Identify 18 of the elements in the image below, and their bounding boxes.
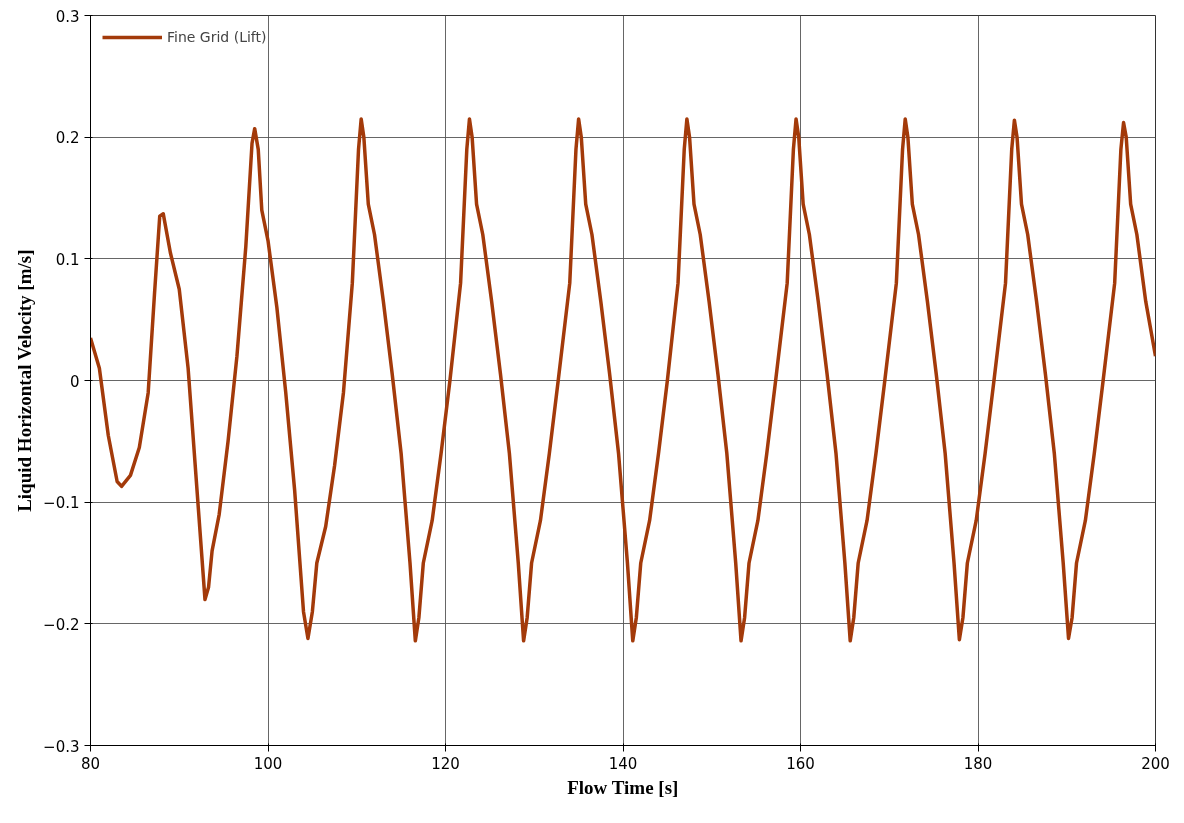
- legend-label: Fine Grid (Lift): [167, 29, 267, 45]
- x-tick-label: 160: [786, 754, 815, 773]
- x-axis-title: Flow Time [s]: [567, 776, 679, 798]
- x-tick-label: 140: [608, 754, 638, 773]
- x-tick-label: 80: [80, 754, 101, 773]
- x-tick-label: 100: [253, 754, 283, 773]
- y-tick-label: −0.2: [43, 615, 80, 634]
- y-tick-label: −0.3: [43, 737, 80, 756]
- x-tick-label: 200: [1141, 754, 1170, 773]
- line-series: [90, 117, 1156, 643]
- y-tick-label: −0.1: [43, 494, 80, 513]
- y-tick-label: 0: [69, 372, 80, 391]
- x-tick-label: 180: [963, 754, 993, 773]
- y-tick-label: 0.3: [55, 7, 80, 26]
- y-axis-title: Liquid Horizontal Velocity [m/s]: [14, 249, 36, 512]
- y-tick-label: 0.1: [55, 250, 80, 269]
- x-tick-label: 120: [431, 754, 460, 773]
- y-tick-label: 0.2: [55, 129, 80, 148]
